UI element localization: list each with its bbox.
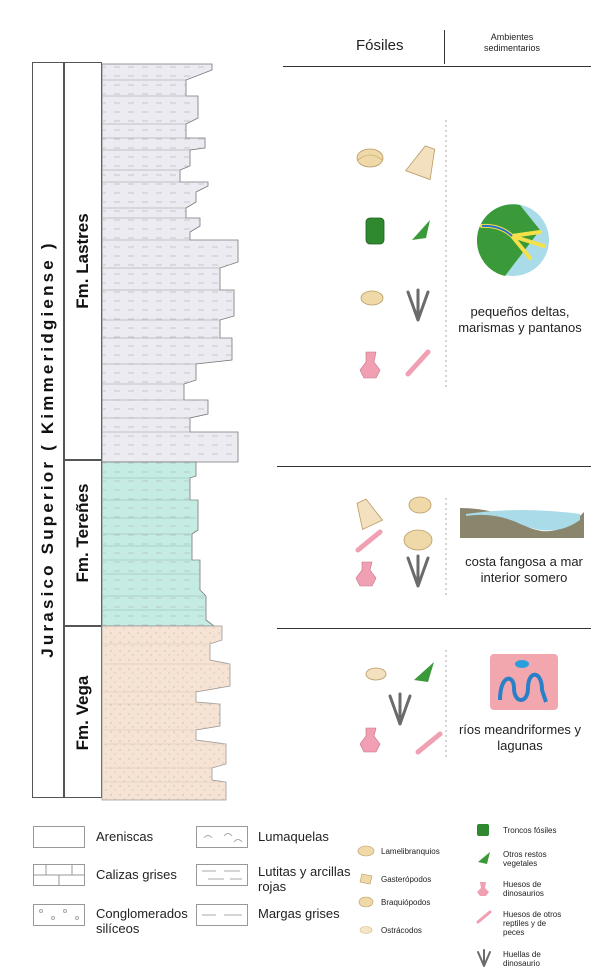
formation-box-terenes [64,460,102,626]
plant-remains-icon [412,220,430,240]
legend-fossil-huesos-reptiles: Huesos de otros reptiles y de peces [503,910,562,937]
legend-swatch-areniscas [33,826,85,848]
separator-line-1 [277,466,591,467]
dinosaur-footprint-icon [388,692,412,726]
legend-swatch-lutitas [196,864,248,886]
legend-swatch-lumaquelas [196,826,248,848]
reptile-bone-icon [476,910,492,924]
legend-label-conglomerados: Conglomerados silíceos [96,906,188,936]
dinosaur-bone-icon [477,882,489,896]
legend-swatch-calizas [33,864,85,886]
coast-environment-icon [460,508,584,538]
legend-fossil-ostracodos: Ostrácodos [381,926,422,935]
legend-label-areniscas: Areniscas [96,829,154,844]
meandering-river-icon [490,654,558,710]
legend-fossil-otros-vegetales: Otros restos vegetales [503,850,547,868]
gastropod-icon [356,498,384,531]
dinosaur-bone-icon [359,351,381,379]
bivalve-icon [408,496,432,514]
legend-fossil-huellas: Huellas de dinosaurio [503,950,541,968]
legend-swatch-conglomerados [33,904,85,926]
legend-fossil-gasteropodos: Gasterópodos [381,875,432,884]
reptile-bone-icon [355,529,383,553]
bivalve-icon [403,529,433,551]
dinosaur-footprint-icon [477,949,491,967]
delta-environment-icon [476,204,549,276]
formation-box-vega [64,626,102,798]
dinosaur-footprint-icon [406,554,430,588]
environment-vega-label: ríos meandriformes y lagunas [458,722,582,753]
brachiopod-icon [358,896,374,908]
environments-header: Ambientes sedimentarios [483,32,541,53]
period-box [32,62,64,798]
dinosaur-bone-icon [359,727,381,753]
legend-fossil-huesos-dinosaurios: Huesos de dinosaurios [503,880,544,898]
environment-terenes-label: costa fangosa a mar interior somero [465,554,583,585]
separator-line-2 [277,628,591,629]
gastropod-icon [359,873,373,885]
ostracod-icon [359,926,373,934]
reptile-bone-icon [405,349,431,377]
reptile-bone-icon [415,731,443,755]
environment-lastres-label: pequeños deltas, marismas y pantanos [458,304,582,335]
bivalve-icon [357,845,375,857]
bivalve-icon [360,290,384,306]
fossil-trunk-icon [365,217,385,245]
dinosaur-footprint-icon [406,288,430,322]
plant-remains-icon [414,662,434,682]
header-divider [444,30,445,64]
legend-swatch-margas [196,904,248,926]
legend-label-lumaquelas: Lumaquelas [258,829,329,844]
dinosaur-bone-icon [355,561,377,587]
header-line [283,66,591,67]
fossils-header: Fósiles [356,37,404,54]
plant-remains-icon [478,852,490,864]
bivalve-icon [356,148,384,168]
legend-fossil-troncos: Troncos fósiles [503,826,557,835]
legend-label-lutitas: Lutitas y arcillas rojas [258,864,351,894]
legend-label-calizas: Calizas grises [96,867,177,882]
ostracod-icon [365,667,387,681]
gastropod-icon [404,145,436,181]
formation-box-lastres [64,62,102,460]
fossil-trunk-icon [477,824,489,836]
legend-fossil-lamelibranquios: Lamelibranquios [381,847,440,856]
legend-fossil-braquiopodos: Braquiópodos [381,898,431,907]
legend-label-margas: Margas grises [258,906,340,921]
